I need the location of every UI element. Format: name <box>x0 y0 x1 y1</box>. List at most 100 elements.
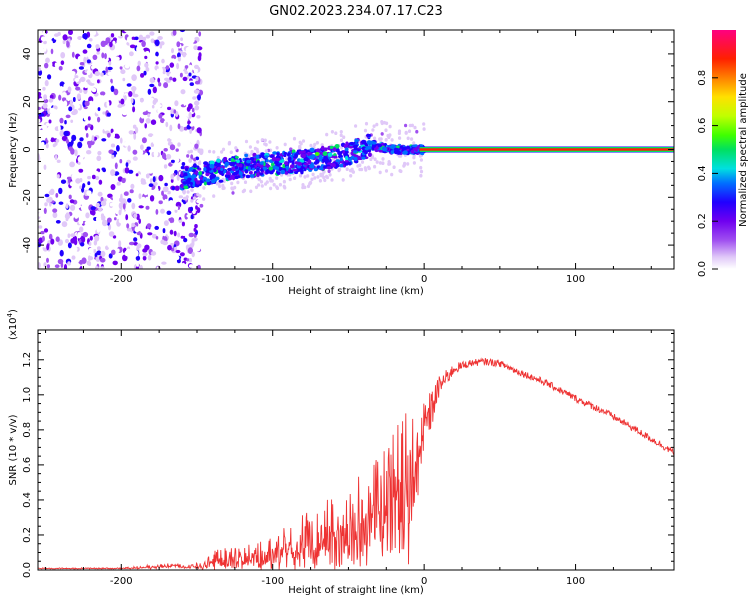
halo-point <box>293 176 297 180</box>
noise-point <box>63 83 68 89</box>
noise-point <box>48 119 52 124</box>
halo-point <box>269 186 273 191</box>
noise-point <box>96 226 101 233</box>
noise-point <box>193 89 200 94</box>
halo-point <box>190 199 194 203</box>
noise-point <box>182 204 187 209</box>
noise-point <box>102 111 106 115</box>
halo-point <box>298 173 303 178</box>
noise-point <box>75 129 82 136</box>
noise-point <box>102 168 106 173</box>
halo-point <box>218 184 222 189</box>
trace-point <box>390 144 396 149</box>
noise-point <box>133 250 139 257</box>
halo-point <box>380 132 384 136</box>
noise-point <box>179 30 185 33</box>
noise-point <box>171 247 175 252</box>
noise-point <box>132 93 139 98</box>
noise-point <box>179 252 185 257</box>
noise-point <box>180 89 186 95</box>
noise-point <box>90 30 97 36</box>
trace-point <box>283 151 288 156</box>
noise-point <box>39 48 45 54</box>
noise-point <box>144 244 150 251</box>
noise-point <box>64 213 71 220</box>
noise-point <box>52 166 57 171</box>
noise-point <box>100 91 106 96</box>
noise-point <box>115 98 119 105</box>
noise-point <box>106 132 111 138</box>
colorbar-tick-label: 0.6 <box>697 118 708 134</box>
trace-point <box>239 175 244 179</box>
noise-point <box>38 212 42 217</box>
halo-point <box>303 175 307 179</box>
noise-point <box>163 164 168 169</box>
noise-point <box>175 201 182 208</box>
halo-point <box>313 142 317 147</box>
noise-point <box>92 54 98 60</box>
noise-point <box>96 155 102 162</box>
noise-point <box>181 162 186 166</box>
noise-point <box>74 149 78 157</box>
noise-point <box>126 150 131 158</box>
noise-point <box>145 205 150 210</box>
noise-point <box>58 113 63 119</box>
noise-point <box>146 41 151 48</box>
halo-point <box>260 184 264 188</box>
trace-point <box>349 141 355 146</box>
noise-point <box>81 257 87 265</box>
noise-point <box>162 228 166 234</box>
trace-point <box>345 155 348 161</box>
noise-point <box>149 216 154 222</box>
snr-panel: -200 -100 0 100 0.0 0.2 0.4 0.6 0.8 1.0 1.2 Height… <box>6 309 675 596</box>
noise-point <box>99 95 105 102</box>
snr-scale-close: ) <box>8 309 19 313</box>
noise-point <box>156 104 162 108</box>
trace-point <box>287 156 292 161</box>
halo-point <box>328 173 332 177</box>
halo-point <box>397 131 401 135</box>
trace-point <box>226 174 231 179</box>
trace-point <box>393 147 399 152</box>
halo-point <box>264 142 268 147</box>
noise-point <box>72 41 76 49</box>
noise-point <box>124 141 129 147</box>
noise-point <box>78 168 84 173</box>
noise-point <box>165 30 169 35</box>
noise-point <box>139 264 143 269</box>
halo-point <box>315 141 319 145</box>
halo-point <box>272 182 276 187</box>
halo-point <box>187 150 191 154</box>
halo-point <box>367 166 371 171</box>
halo-point <box>390 172 394 177</box>
noise-point <box>52 212 58 219</box>
halo-point <box>419 165 423 170</box>
trace-point <box>284 161 289 165</box>
noise-point <box>170 178 174 183</box>
noise-point <box>75 178 81 184</box>
noise-point <box>144 211 151 217</box>
noise-point <box>138 150 144 155</box>
noise-point <box>194 80 201 85</box>
noise-point <box>80 204 86 212</box>
y-tick-label: 0.6 <box>22 457 33 473</box>
noise-point <box>169 134 173 140</box>
noise-point <box>158 113 163 119</box>
trace-point <box>230 170 234 174</box>
halo-point <box>212 194 216 198</box>
noise-point <box>63 264 68 269</box>
noise-point <box>138 193 142 200</box>
noise-point <box>106 112 111 117</box>
noise-point <box>151 264 155 269</box>
carrier-line <box>419 148 674 151</box>
noise-point <box>146 223 152 229</box>
trace-point <box>275 166 280 170</box>
noise-point <box>188 111 192 119</box>
noise-point <box>192 209 196 215</box>
noise-point <box>199 203 204 208</box>
trace-point <box>353 156 358 161</box>
noise-point <box>41 235 45 242</box>
noise-point <box>95 44 100 49</box>
noise-point <box>38 141 42 147</box>
noise-point <box>60 86 64 92</box>
